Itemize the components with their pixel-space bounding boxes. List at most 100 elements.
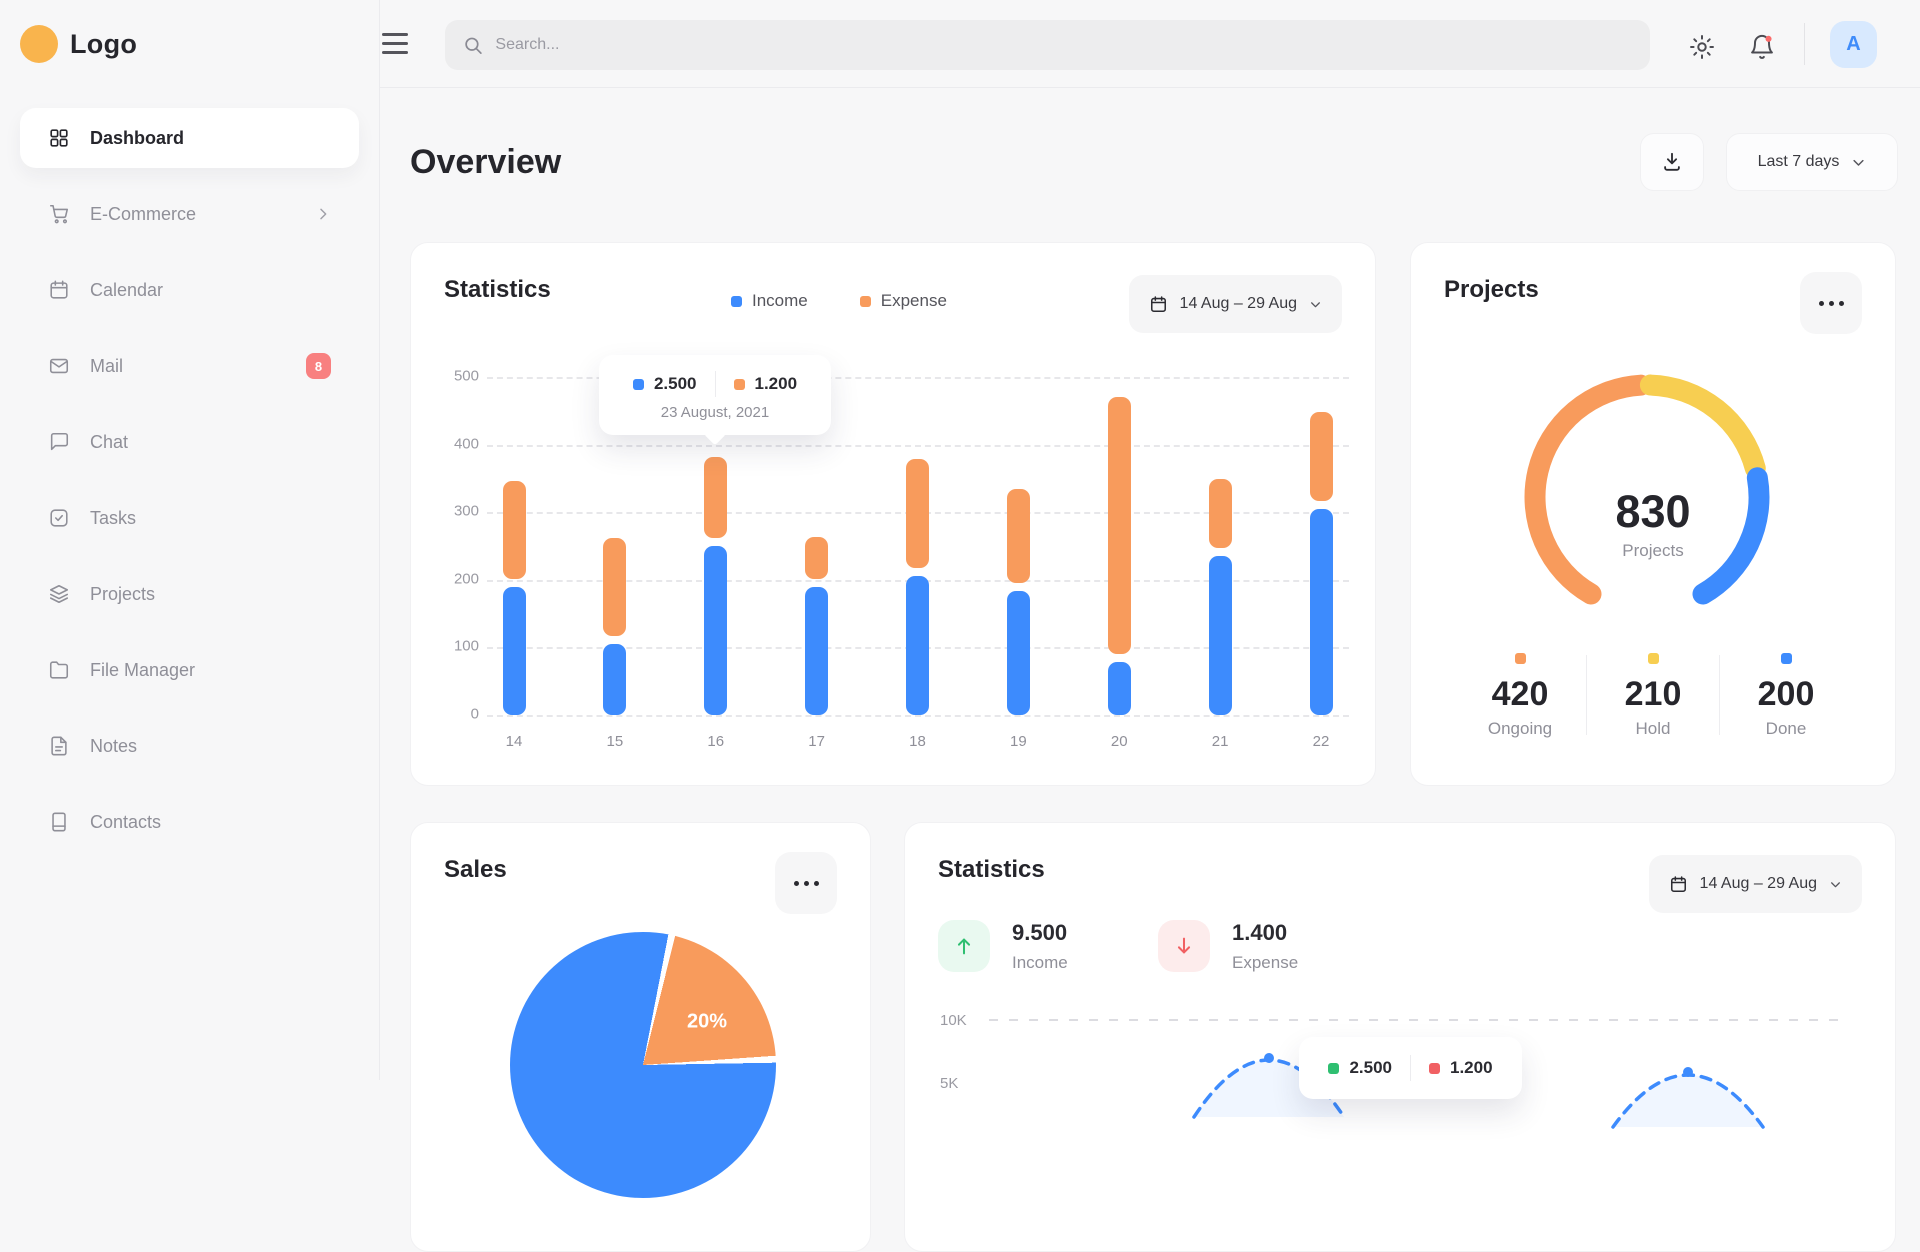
y-axis-tick: 100 [453, 638, 479, 656]
y-axis-tick: 300 [453, 502, 479, 520]
menu-toggle-button[interactable] [382, 33, 408, 54]
logo: Logo [0, 0, 379, 88]
y-axis-tick: 0 [470, 705, 479, 723]
projects-gauge-chart [1524, 374, 1770, 605]
sidebar-item-projects[interactable]: Projects [20, 564, 359, 624]
gridline [487, 377, 1349, 379]
settings-button[interactable] [1684, 29, 1720, 65]
bar-17[interactable] [805, 536, 829, 715]
avatar-letter: A [1846, 33, 1861, 55]
sidebar-item-label: Notes [90, 735, 138, 756]
sidebar-item-notes[interactable]: Notes [20, 716, 359, 776]
main-content: Overview Last 7 days Statistics Income [380, 88, 1920, 1252]
tooltip-income-value: 2.500 [653, 374, 697, 393]
sales-card: Sales 20% [410, 822, 871, 1252]
date-range-chip[interactable]: 14 Aug – 29 Aug [1648, 855, 1862, 913]
sidebar-item-contacts[interactable]: Contacts [20, 792, 359, 852]
bar-20[interactable] [1107, 397, 1131, 715]
cards-row-1: Statistics Income Expense 14 Aug – 29 Au… [410, 242, 1898, 786]
bar-18[interactable] [906, 458, 929, 715]
ongoing-dot [1514, 653, 1526, 664]
bar-14[interactable] [502, 480, 526, 715]
tooltip-expense-swatch [733, 378, 745, 390]
sidebar-item-label: Calendar [90, 279, 164, 300]
search-icon [465, 37, 482, 54]
notification-dot [1765, 35, 1772, 42]
chart-tooltip: 2.500 1.200 23 August, 2021 [599, 355, 831, 435]
statistics-line-card: Statistics 14 Aug – 29 Aug 9.500 Income [904, 822, 1896, 1252]
card-title: Statistics [938, 856, 1045, 883]
sidebar-item-mail[interactable]: Mail 8 [20, 336, 359, 396]
sidebar-item-label: File Manager [90, 659, 196, 680]
bar-19[interactable] [1006, 488, 1030, 715]
legend-income[interactable]: Income [731, 291, 808, 311]
sidebar-item-tasks[interactable]: Tasks [20, 488, 359, 548]
cart-icon [49, 204, 69, 224]
search-input[interactable] [495, 36, 1632, 54]
topbar-divider [1804, 23, 1805, 65]
bar-16[interactable] [704, 456, 728, 715]
bar-22[interactable] [1309, 411, 1333, 715]
tooltip-expense-swatch [1429, 1062, 1440, 1074]
sidebar-item-label: Contacts [90, 811, 162, 832]
chevron-down-icon [1831, 881, 1840, 887]
date-range-label: 14 Aug – 29 Aug [1699, 875, 1817, 892]
gauge-arc-done [1692, 467, 1770, 605]
x-axis-tick: 16 [707, 733, 725, 750]
bell-icon [1751, 34, 1773, 59]
tooltip-date: 23 August, 2021 [660, 404, 770, 421]
card-title: Statistics [444, 276, 551, 303]
y-axis-tick: 500 [453, 367, 479, 385]
sidebar-item-ecommerce[interactable]: E-Commerce [20, 184, 359, 244]
pie-slice-label: 20% [686, 1010, 728, 1033]
data-point-dot [1683, 1067, 1693, 1077]
statistics-bar-card: Statistics Income Expense 14 Aug – 29 Au… [410, 242, 1376, 786]
projects-card: Projects 830 Projects 420 Ongoing 210 Ho… [1410, 242, 1896, 786]
mail-badge: 8 [306, 353, 331, 379]
gridline [487, 715, 1349, 717]
x-axis-tick: 17 [808, 733, 825, 750]
arrow-up-icon [938, 920, 990, 972]
x-axis-tick: 15 [606, 733, 624, 750]
sidebar-item-file-manager[interactable]: File Manager [20, 640, 359, 700]
chart-tooltip: 2.500 1.200 [1299, 1037, 1522, 1099]
tooltip-income-value: 2.500 [1349, 1058, 1392, 1077]
expense-summary: 1.400 Expense [1158, 920, 1298, 973]
income-label: Income [1012, 953, 1068, 972]
sidebar-item-label: Chat [90, 431, 129, 452]
date-range-chip[interactable]: 14 Aug – 29 Aug [1128, 275, 1342, 333]
calendar-icon [1670, 875, 1686, 892]
sales-pie-chart[interactable] [510, 932, 776, 1198]
notifications-button[interactable] [1744, 29, 1780, 65]
hold-dot [1647, 653, 1659, 664]
cards-row-2: Sales 20% Statistics 14 Aug – 29 Aug 9.5… [410, 822, 1898, 1252]
sidebar-item-label: Projects [90, 583, 156, 604]
legend-income-swatch [731, 295, 742, 307]
folder-icon [49, 661, 69, 679]
search-bar[interactable] [445, 20, 1650, 70]
date-range-label: 14 Aug – 29 Aug [1179, 295, 1297, 312]
arrow-down-icon [1158, 920, 1210, 972]
avatar[interactable]: A [1830, 21, 1877, 68]
sidebar-nav: Dashboard E-Commerce Calendar Mail 8 Cha… [0, 108, 379, 852]
gear-icon [1690, 35, 1714, 59]
sidebar-item-calendar[interactable]: Calendar [20, 260, 359, 320]
card-menu-button[interactable] [775, 852, 837, 914]
download-button[interactable] [1640, 133, 1704, 191]
bar-21[interactable] [1208, 479, 1232, 715]
sidebar-item-label: E-Commerce [90, 203, 197, 224]
x-axis-tick: 22 [1312, 733, 1330, 750]
note-document-icon [51, 736, 67, 756]
page-title: Overview [410, 142, 562, 181]
time-range-dropdown[interactable]: Last 7 days [1726, 133, 1898, 191]
card-menu-button[interactable] [1800, 272, 1862, 334]
sidebar-item-dashboard[interactable]: Dashboard [20, 108, 359, 168]
sidebar-item-chat[interactable]: Chat [20, 412, 359, 472]
x-axis-tick: 21 [1211, 733, 1229, 750]
chat-bubble-icon [50, 432, 69, 451]
sidebar-item-label: Tasks [90, 507, 137, 528]
legend-expense[interactable]: Expense [859, 291, 947, 311]
projects-total: 830 [1615, 486, 1691, 537]
bar-15[interactable] [603, 538, 627, 715]
time-range-label: Last 7 days [1757, 153, 1840, 170]
